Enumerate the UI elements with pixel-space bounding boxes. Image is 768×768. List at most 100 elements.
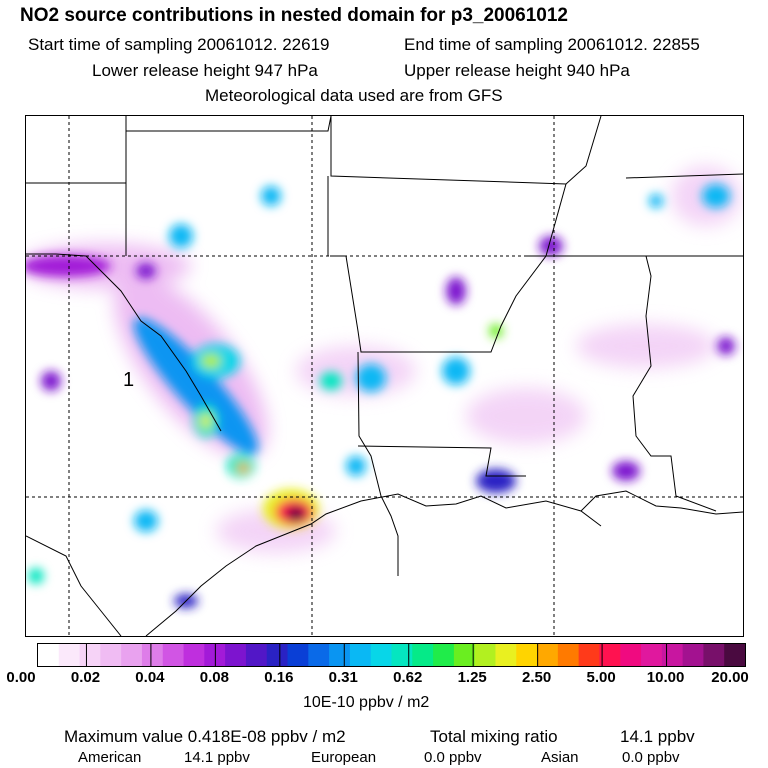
colorbar-swatch bbox=[162, 644, 185, 666]
map-canvas bbox=[26, 116, 743, 636]
colorbar-swatch bbox=[245, 644, 268, 666]
colorbar-swatch bbox=[391, 644, 413, 666]
colorbar-units: 10E-10 ppbv / m2 bbox=[303, 694, 430, 711]
colorbar-tick-label: 0.08 bbox=[199, 669, 229, 686]
boundary-line bbox=[625, 173, 743, 179]
plume-blob bbox=[261, 186, 281, 206]
colorbar-tick-label: 0.04 bbox=[135, 669, 165, 686]
plume-core-layer bbox=[26, 184, 735, 608]
colorbar-swatch bbox=[537, 644, 559, 666]
plume-blob bbox=[320, 372, 342, 390]
map-panel: 1 bbox=[25, 115, 744, 637]
colorbar-swatch bbox=[516, 644, 538, 666]
plume-blob bbox=[539, 236, 563, 256]
boundary-line bbox=[357, 445, 526, 477]
plume-blob bbox=[201, 414, 211, 428]
start-time-text: Start time of sampling 20061012. 22619 bbox=[28, 35, 330, 54]
colorbar-tick-label: 5.00 bbox=[586, 669, 616, 686]
colorbar-swatch bbox=[412, 644, 434, 666]
plume-blob bbox=[136, 263, 156, 279]
plume-blob bbox=[134, 510, 158, 532]
source-site-label: 1 bbox=[123, 369, 135, 391]
total-mixing-value: 14.1 ppbv bbox=[620, 727, 695, 746]
colorbar-swatch bbox=[79, 644, 101, 666]
colorbar-swatch bbox=[661, 644, 684, 666]
colorbar-swatch bbox=[38, 644, 60, 666]
colorbar-swatch bbox=[557, 644, 580, 666]
met-data-text: Meteorological data used are from GFS bbox=[205, 86, 503, 105]
coastline bbox=[145, 493, 602, 636]
colorbar-swatch bbox=[641, 644, 663, 666]
plume-blob bbox=[287, 507, 305, 521]
colorbar-swatch bbox=[100, 644, 122, 666]
end-time-text: End time of sampling 20061012. 22855 bbox=[404, 35, 700, 54]
plume-blob bbox=[489, 324, 503, 338]
colorbar-swatch bbox=[58, 644, 81, 666]
american-label: American bbox=[78, 749, 142, 766]
colorbar-swatch bbox=[682, 644, 705, 666]
upper-release-text: Upper release height 940 hPa bbox=[404, 61, 630, 80]
colorbar-tick-label: 0.16 bbox=[264, 669, 294, 686]
asian-value: 0.0 ppbv bbox=[622, 749, 680, 766]
colorbar-swatch bbox=[433, 644, 455, 666]
plume-haze bbox=[296, 346, 416, 396]
boundary-line bbox=[330, 116, 602, 185]
colorbar-swatch bbox=[370, 644, 393, 666]
plume-blob bbox=[41, 371, 61, 391]
asian-label: Asian bbox=[541, 749, 579, 766]
colorbar-swatch bbox=[599, 644, 621, 666]
plume-blob bbox=[649, 194, 663, 208]
colorbar-tick-label: 0.02 bbox=[70, 669, 101, 686]
plume-blob bbox=[201, 354, 221, 368]
boundary-line bbox=[55, 253, 222, 432]
colorbar-swatch bbox=[121, 644, 143, 666]
plume-blob bbox=[446, 277, 466, 305]
boundary-line bbox=[126, 116, 332, 132]
colorbar bbox=[37, 643, 746, 667]
max-value-text: Maximum value 0.418E-08 ppbv / m2 bbox=[64, 727, 346, 746]
lower-release-text: Lower release height 947 hPa bbox=[92, 61, 318, 80]
plume-blob bbox=[26, 255, 111, 277]
colorbar-swatch bbox=[495, 644, 517, 666]
colorbar-swatch bbox=[724, 644, 745, 666]
plume-blob bbox=[356, 364, 386, 392]
colorbar-swatch bbox=[287, 644, 309, 666]
colorbar-swatch bbox=[620, 644, 642, 666]
plume-haze bbox=[466, 388, 586, 444]
boundary-line bbox=[526, 255, 717, 512]
colorbar-swatch bbox=[703, 644, 725, 666]
graticule bbox=[26, 116, 743, 636]
colorbar-tick-label: 20.00 bbox=[711, 669, 749, 686]
plume-blob bbox=[476, 469, 516, 493]
colorbar-swatch bbox=[329, 644, 351, 666]
colorbar-swatch bbox=[141, 644, 164, 666]
colorbar-tick-label: 0.31 bbox=[328, 669, 358, 686]
boundary-line bbox=[26, 116, 127, 184]
colorbar-tick-label: 10.00 bbox=[646, 669, 685, 686]
plume-blob bbox=[612, 461, 640, 481]
boundary-line bbox=[330, 183, 567, 353]
plume-field bbox=[26, 166, 741, 608]
boundary-line bbox=[26, 535, 122, 636]
page-title: NO2 source contributions in nested domai… bbox=[20, 5, 568, 26]
plume-blob bbox=[702, 184, 730, 208]
european-label: European bbox=[311, 749, 377, 766]
plume-blob bbox=[442, 357, 470, 385]
colorbar-swatch bbox=[453, 644, 476, 666]
coastline bbox=[580, 490, 743, 515]
colorbar-swatch bbox=[349, 644, 372, 666]
plume-blob bbox=[237, 463, 249, 473]
colorbar-swatch bbox=[474, 644, 497, 666]
european-value: 0.0 ppbv bbox=[424, 749, 482, 766]
american-value: 14.1 ppbv bbox=[184, 749, 250, 766]
colorbar-tick-label: 0.62 bbox=[393, 669, 423, 686]
colorbar-tick-label: 1.25 bbox=[457, 669, 487, 686]
colorbar-swatch bbox=[225, 644, 247, 666]
colorbar-tick-label: 0.00 bbox=[6, 669, 36, 686]
plume-haze bbox=[576, 324, 716, 368]
boundary-line bbox=[357, 351, 399, 576]
plume-blob bbox=[28, 568, 44, 584]
colorbar-swatch bbox=[183, 644, 205, 666]
plume-blob bbox=[717, 337, 735, 355]
colorbar-tick-label: 2.50 bbox=[522, 669, 552, 686]
